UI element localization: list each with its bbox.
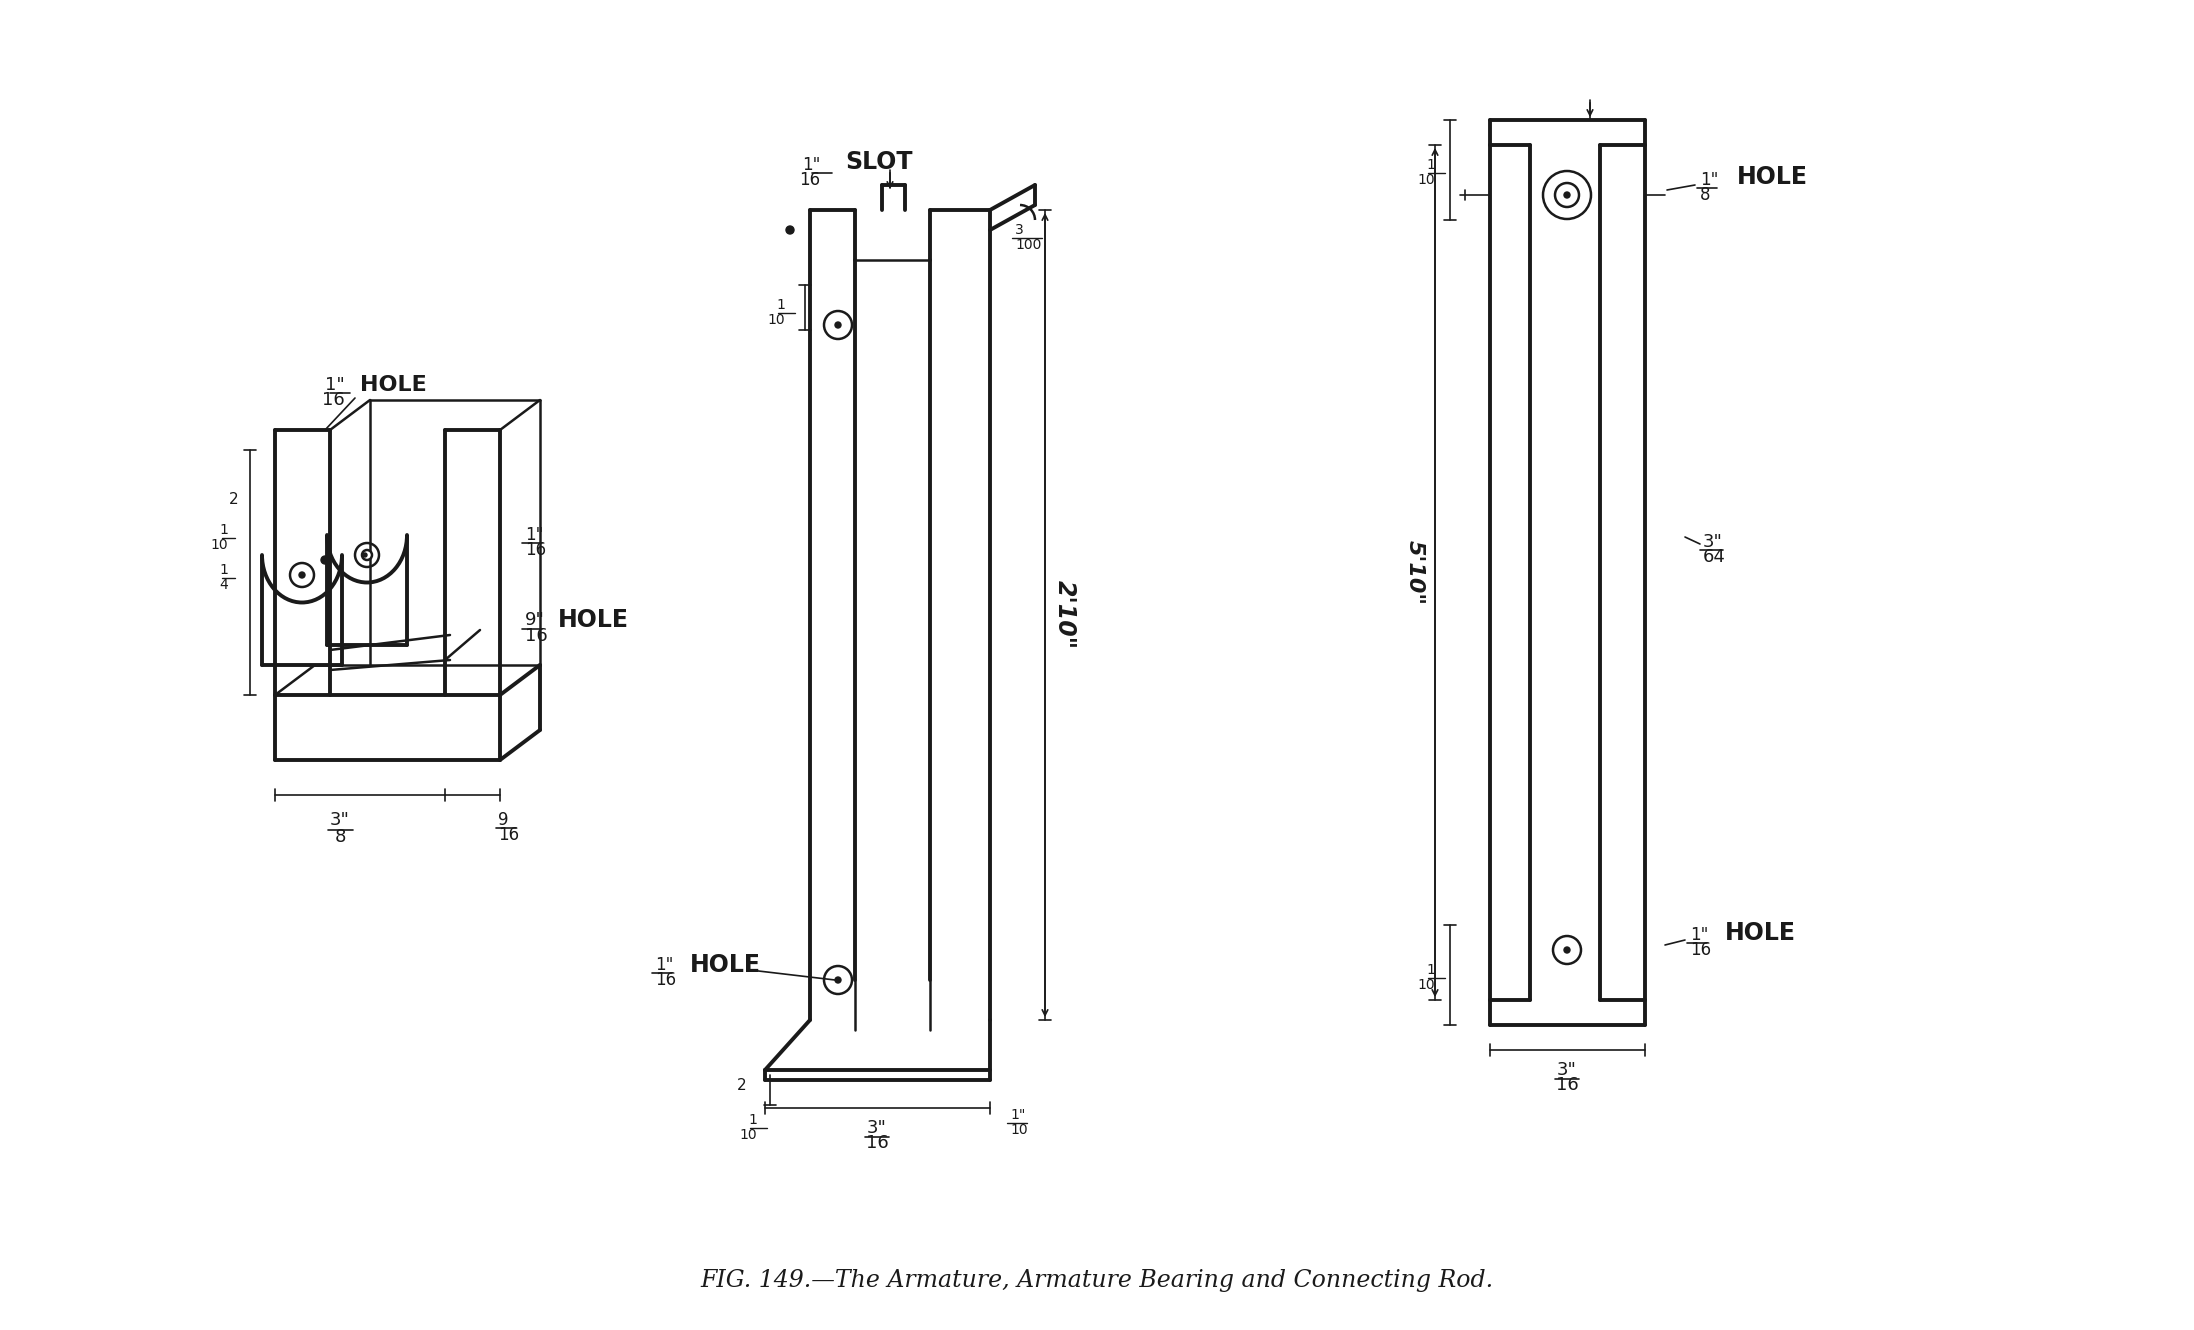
Text: 10: 10 [211,539,228,552]
Text: 16: 16 [323,391,344,410]
Text: 9: 9 [498,811,509,829]
Text: SLOT: SLOT [845,150,913,174]
Text: 1: 1 [219,563,228,577]
Text: 16: 16 [656,971,676,990]
Text: 16: 16 [524,541,546,559]
Text: 3": 3" [867,1119,886,1137]
Text: 10: 10 [1009,1123,1027,1137]
Text: 1": 1" [325,376,344,394]
Text: FIG. 149.—The Armature, Armature Bearing and Connecting Rod.: FIG. 149.—The Armature, Armature Bearing… [700,1269,1494,1291]
Text: 16: 16 [867,1134,889,1152]
Text: 8: 8 [333,829,347,846]
Text: 10: 10 [768,313,785,327]
Text: 1": 1" [801,156,821,174]
Text: 100: 100 [1016,238,1042,251]
Text: 3: 3 [1016,223,1025,237]
Text: HOLE: HOLE [1724,920,1797,946]
Text: 1: 1 [219,523,228,537]
Circle shape [298,572,305,579]
Text: 8: 8 [1700,186,1711,203]
Text: HOLE: HOLE [360,375,428,395]
Text: 10: 10 [739,1128,757,1142]
Text: 16: 16 [524,626,548,645]
Text: HOLE: HOLE [689,954,761,978]
Text: 1": 1" [524,525,544,544]
Circle shape [1564,947,1571,954]
Text: 1": 1" [1700,172,1718,189]
Text: 10: 10 [1417,173,1435,188]
Circle shape [362,553,366,557]
Text: HOLE: HOLE [557,608,630,632]
Text: 1": 1" [1009,1108,1025,1123]
Text: 1: 1 [748,1113,757,1127]
Text: 16: 16 [1556,1076,1577,1095]
Circle shape [1564,192,1571,198]
Text: 16: 16 [799,172,821,189]
Circle shape [320,556,329,564]
Text: 1": 1" [1689,926,1709,944]
Text: 3": 3" [1558,1061,1577,1079]
Text: 1": 1" [656,956,674,974]
Text: 5'10": 5'10" [1404,540,1424,605]
Text: HOLE: HOLE [1738,165,1808,189]
Circle shape [836,322,840,329]
Text: 2'10": 2'10" [1053,580,1077,649]
Text: 16: 16 [498,826,520,845]
Text: 64: 64 [1703,548,1727,567]
Circle shape [836,978,840,983]
Text: 4: 4 [219,579,228,592]
Text: 16: 16 [1689,942,1711,959]
Text: 3": 3" [1703,533,1722,551]
Text: 9": 9" [524,610,544,629]
Text: 2: 2 [737,1077,746,1092]
Circle shape [362,551,373,560]
Text: 1: 1 [1426,963,1435,978]
Circle shape [785,226,794,234]
Text: 1: 1 [1426,158,1435,172]
Text: 3": 3" [329,811,349,829]
Text: 10: 10 [1417,978,1435,992]
Text: 1: 1 [777,298,785,313]
Text: 2: 2 [228,492,237,508]
